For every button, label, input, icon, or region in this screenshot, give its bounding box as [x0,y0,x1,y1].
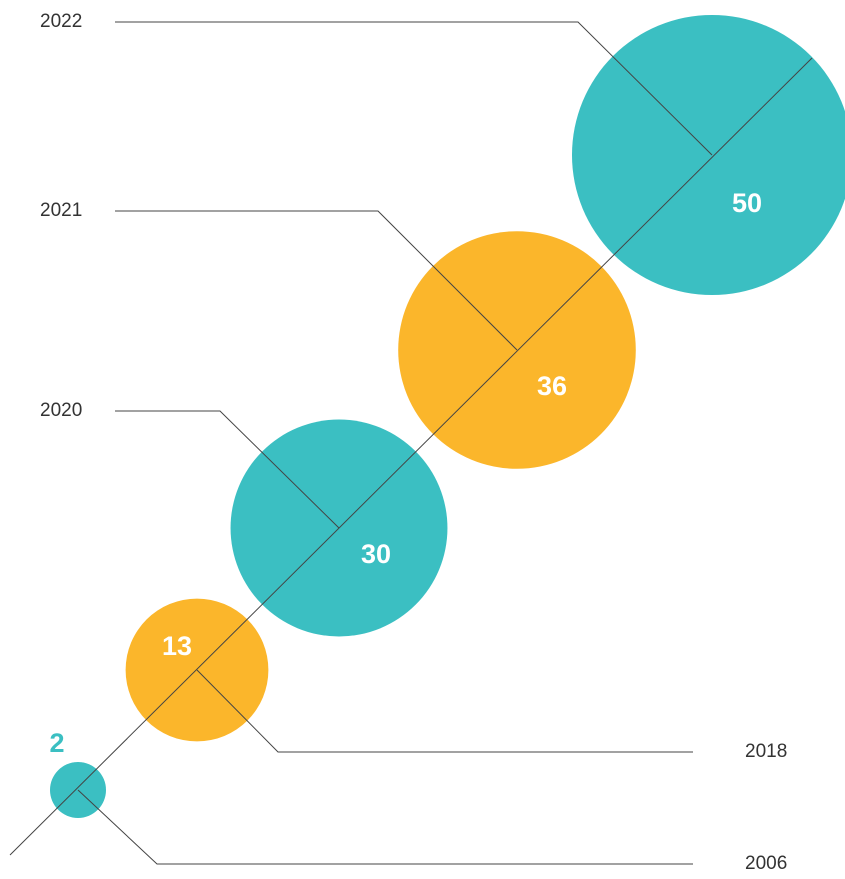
year-label: 2022 [40,11,82,32]
leader-line [77,789,693,865]
value-label: 2 [49,728,64,758]
value-label: 36 [537,371,567,401]
diagonal-axis [9,57,813,856]
value-label: 13 [162,631,192,661]
leader-line [115,410,340,529]
year-label: 2021 [40,200,82,221]
value-label: 30 [361,539,391,569]
value-label: 50 [732,188,762,218]
year-label: 2018 [745,741,787,762]
leader-line [115,21,713,156]
leader-line [196,669,693,753]
year-label: 2020 [40,400,82,421]
bubble [572,15,845,295]
year-label: 2006 [745,853,787,874]
leader-line [115,210,518,351]
